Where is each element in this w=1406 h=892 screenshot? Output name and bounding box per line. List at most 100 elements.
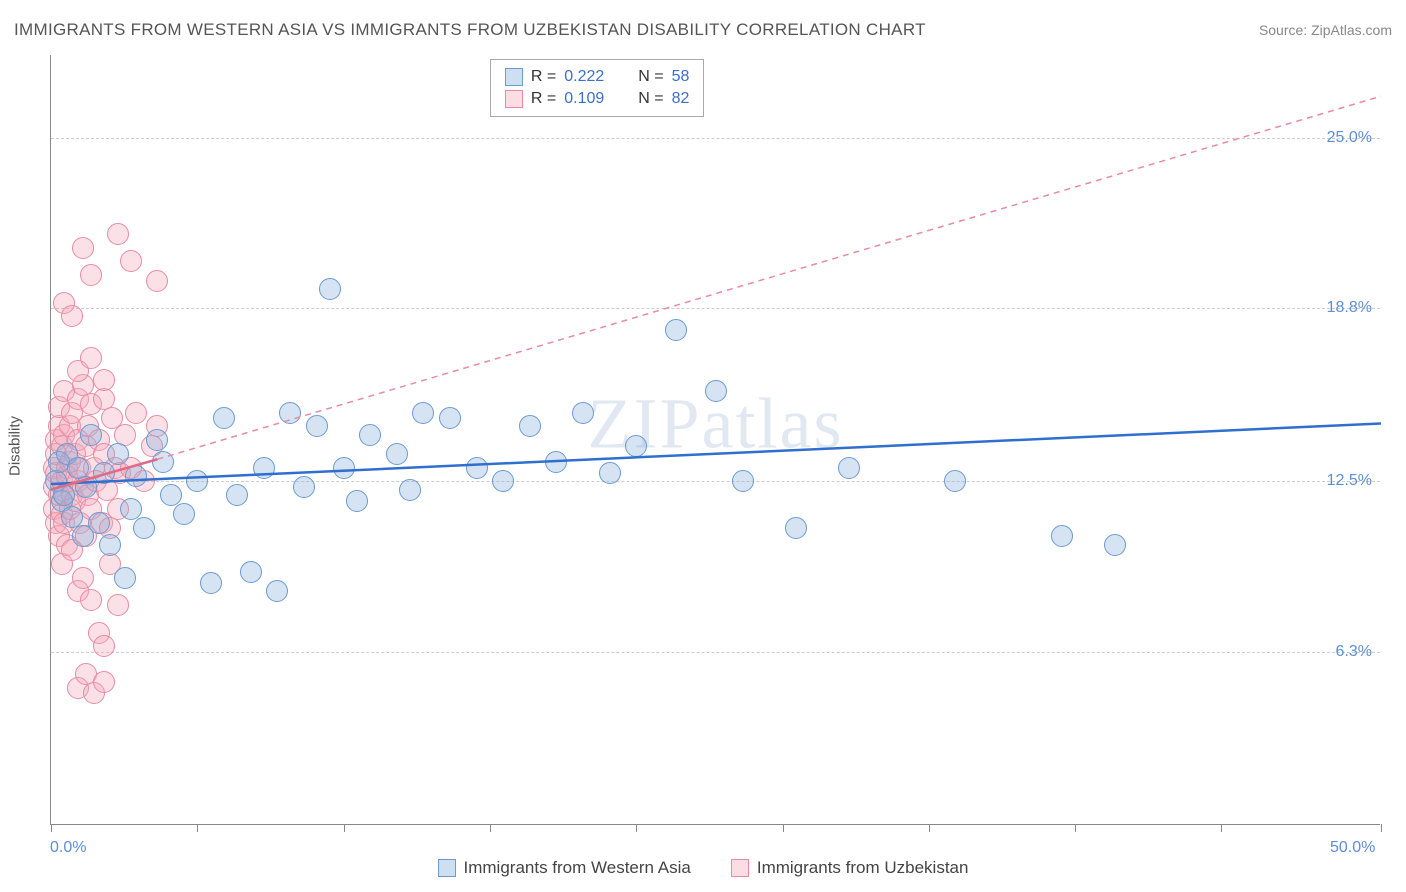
legend-stat-row: R = 0.222 N = 58 — [505, 66, 690, 88]
data-point — [359, 424, 381, 446]
gridline-h — [51, 138, 1380, 139]
data-point — [160, 484, 182, 506]
x-tick — [1075, 824, 1076, 832]
legend-swatch — [731, 859, 749, 877]
gridline-h — [51, 652, 1380, 653]
source-label: Source: ZipAtlas.com — [1259, 22, 1392, 38]
x-tick — [51, 824, 52, 832]
data-point — [293, 476, 315, 498]
x-tick — [636, 824, 637, 832]
data-point — [152, 451, 174, 473]
data-point — [146, 429, 168, 451]
y-tick-label: 18.8% — [1327, 299, 1372, 317]
legend-r-label: R = — [531, 68, 556, 86]
data-point — [72, 237, 94, 259]
legend-n-value: 82 — [672, 90, 690, 108]
data-point — [80, 424, 102, 446]
x-tick — [490, 824, 491, 832]
data-point — [133, 517, 155, 539]
x-tick — [344, 824, 345, 832]
x-tick — [197, 824, 198, 832]
legend-swatch — [505, 68, 523, 86]
data-point — [625, 435, 647, 457]
y-tick-label: 25.0% — [1327, 129, 1372, 147]
data-point — [439, 407, 461, 429]
data-point — [705, 380, 727, 402]
data-point — [785, 517, 807, 539]
data-point — [75, 476, 97, 498]
x-axis-max-label: 50.0% — [1330, 839, 1375, 857]
x-tick — [783, 824, 784, 832]
legend-n-label: N = — [638, 68, 663, 86]
data-point — [93, 671, 115, 693]
data-point — [492, 470, 514, 492]
legend-n-label: N = — [638, 90, 663, 108]
data-point — [125, 465, 147, 487]
data-point — [120, 498, 142, 520]
legend-bottom: Immigrants from Western Asia Immigrants f… — [0, 858, 1406, 878]
data-point — [120, 250, 142, 272]
data-point — [599, 462, 621, 484]
data-point — [146, 270, 168, 292]
data-point — [346, 490, 368, 512]
data-point — [1104, 534, 1126, 556]
data-point — [944, 470, 966, 492]
legend-n-value: 58 — [672, 68, 690, 86]
data-point — [173, 503, 195, 525]
trend-lines — [51, 55, 1381, 825]
data-point — [93, 635, 115, 657]
data-point — [838, 457, 860, 479]
data-point — [186, 470, 208, 492]
data-point — [386, 443, 408, 465]
data-point — [399, 479, 421, 501]
legend-r-label: R = — [531, 90, 556, 108]
data-point — [80, 264, 102, 286]
data-point — [93, 462, 115, 484]
data-point — [266, 580, 288, 602]
data-point — [572, 402, 594, 424]
y-tick-label: 6.3% — [1336, 643, 1372, 661]
data-point — [107, 443, 129, 465]
legend-swatch — [438, 859, 456, 877]
data-point — [93, 369, 115, 391]
legend-item: Immigrants from Uzbekistan — [731, 858, 969, 878]
x-tick — [1381, 824, 1382, 832]
data-point — [114, 567, 136, 589]
gridline-h — [51, 481, 1380, 482]
data-point — [53, 484, 75, 506]
x-axis-min-label: 0.0% — [50, 839, 86, 857]
data-point — [412, 402, 434, 424]
data-point — [319, 278, 341, 300]
legend-stats-box: R = 0.222 N = 58 R = 0.109 N = 82 — [490, 59, 705, 117]
chart-title: IMMIGRANTS FROM WESTERN ASIA VS IMMIGRAN… — [14, 20, 926, 40]
data-point — [279, 402, 301, 424]
gridline-h — [51, 308, 1380, 309]
data-point — [545, 451, 567, 473]
y-tick-label: 12.5% — [1327, 472, 1372, 490]
legend-series-name: Immigrants from Western Asia — [464, 858, 691, 878]
data-point — [200, 572, 222, 594]
data-point — [732, 470, 754, 492]
legend-series-name: Immigrants from Uzbekistan — [757, 858, 969, 878]
data-point — [72, 567, 94, 589]
data-point — [88, 512, 110, 534]
legend-r-value: 0.109 — [564, 90, 604, 108]
x-tick — [929, 824, 930, 832]
data-point — [125, 402, 147, 424]
y-axis-title: Disability — [7, 416, 24, 476]
data-point — [213, 407, 235, 429]
data-point — [1051, 525, 1073, 547]
data-point — [80, 347, 102, 369]
data-point — [306, 415, 328, 437]
legend-swatch — [505, 90, 523, 108]
data-point — [99, 534, 121, 556]
legend-r-value: 0.222 — [564, 68, 604, 86]
data-point — [665, 319, 687, 341]
x-tick — [1221, 824, 1222, 832]
data-point — [253, 457, 275, 479]
data-point — [80, 589, 102, 611]
legend-item: Immigrants from Western Asia — [438, 858, 691, 878]
data-point — [240, 561, 262, 583]
data-point — [107, 594, 129, 616]
legend-stat-row: R = 0.109 N = 82 — [505, 88, 690, 110]
